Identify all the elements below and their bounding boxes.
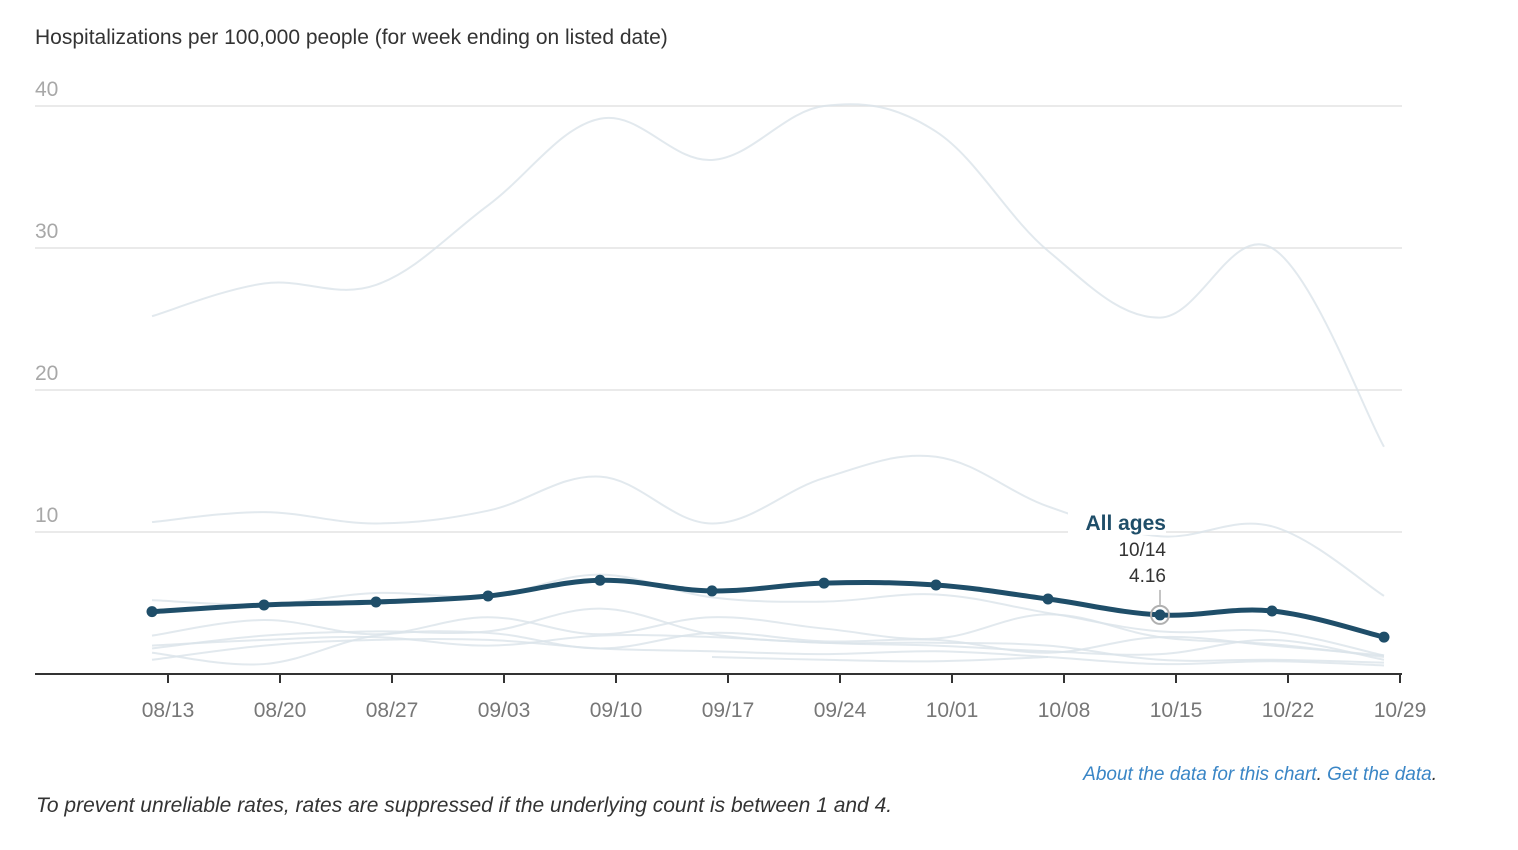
suppression-note: To prevent unreliable rates, rates are s…: [36, 794, 893, 817]
about-data-link[interactable]: About the data for this chart: [1083, 764, 1317, 785]
x-tick-label: 08/27: [366, 699, 419, 722]
x-tick-label: 09/10: [590, 699, 643, 722]
series-line-group-c: [151, 573, 1385, 657]
x-tick-label: 09/24: [814, 699, 867, 722]
x-tick-label: 10/01: [926, 699, 979, 722]
series-line-group-g: [151, 637, 1385, 667]
series-line-group-d: [151, 613, 1385, 658]
data-point[interactable]: [1266, 605, 1278, 617]
gridlines: 10 20 30 40: [35, 78, 1402, 533]
main-series: [146, 574, 1390, 643]
x-tick-label: 08/20: [254, 699, 307, 722]
data-point[interactable]: [146, 606, 158, 618]
chart-title: Hospitalizations per 100,000 people (for…: [35, 26, 668, 49]
data-point[interactable]: [594, 574, 606, 586]
series-line-group-f: [151, 634, 1385, 664]
background-series: [151, 103, 1385, 667]
link-separator: .: [1316, 764, 1328, 785]
x-tick-label: 09/03: [478, 699, 531, 722]
y-tick-label: 30: [35, 220, 58, 243]
series-line-group-h: [711, 655, 1049, 663]
data-point[interactable]: [370, 596, 382, 608]
y-tick-label: 40: [35, 78, 58, 101]
link-end: .: [1431, 764, 1437, 785]
y-tick-label: 10: [35, 504, 58, 527]
x-tick-label: 10/29: [1374, 699, 1427, 722]
x-tick-label: 10/08: [1038, 699, 1091, 722]
y-tick-label: 20: [35, 362, 58, 385]
series-line-group-b: [151, 454, 1385, 597]
x-tick-label: 10/22: [1262, 699, 1315, 722]
data-point[interactable]: [1154, 609, 1166, 621]
highlight-ring: [1150, 604, 1170, 625]
data-point[interactable]: [706, 585, 718, 597]
annotation-series-name: All ages: [1085, 512, 1166, 535]
data-point[interactable]: [1378, 631, 1390, 643]
x-tick-label: 10/15: [1150, 699, 1203, 722]
data-point[interactable]: [818, 577, 830, 589]
x-tick-label: 09/17: [702, 699, 755, 722]
series-line-all-ages[interactable]: [149, 577, 1387, 640]
footer-links: About the data for this chart. Get the d…: [1083, 764, 1437, 786]
x-axis: 08/13 08/20 08/27 09/03 09/10 09/17 09/24 10/01…: [35, 673, 1427, 722]
data-point[interactable]: [258, 599, 270, 611]
highlight-annotation: All ages 10/14 4.16: [1068, 510, 1170, 625]
series-line-group-i: [151, 630, 1385, 666]
annotation-date: 10/14: [1118, 540, 1166, 561]
annotation-bg: [1068, 510, 1166, 535]
data-point[interactable]: [482, 590, 494, 602]
annotation-value: 4.16: [1129, 566, 1166, 587]
data-point[interactable]: [1042, 593, 1054, 605]
x-tick-label: 08/13: [142, 699, 195, 722]
data-point[interactable]: [930, 579, 942, 591]
series-line-group-a: [151, 103, 1385, 448]
get-data-link[interactable]: Get the data: [1327, 764, 1432, 785]
